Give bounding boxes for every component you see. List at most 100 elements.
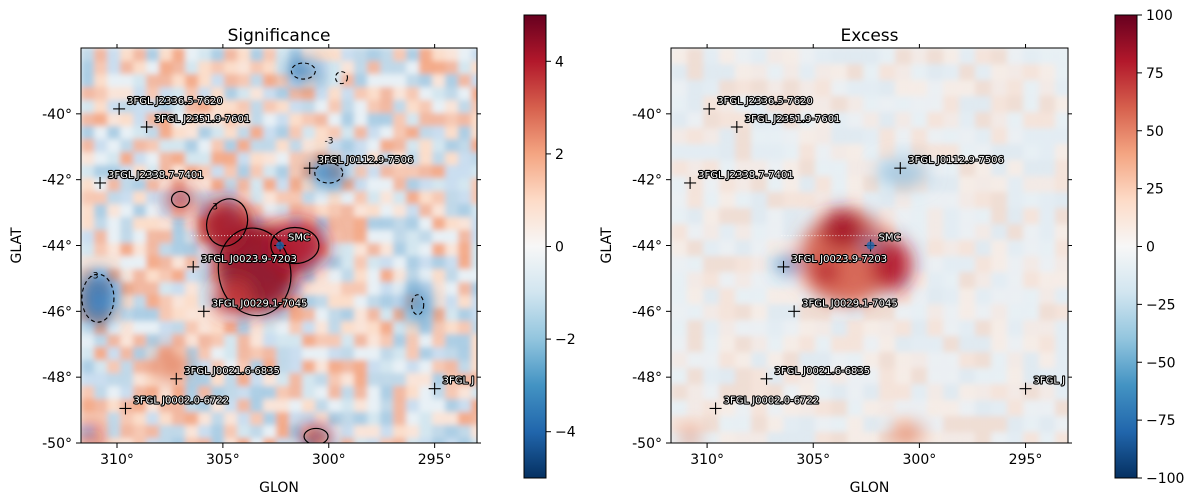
heatmap-pixel — [831, 416, 849, 434]
heatmap-pixel — [146, 139, 161, 154]
heatmap-pixel — [81, 48, 96, 63]
heatmap-pixel — [445, 48, 460, 63]
heatmap-pixel — [94, 87, 109, 102]
heatmap-pixel — [943, 352, 961, 370]
heatmap-pixel — [81, 256, 96, 271]
heatmap-pixel — [863, 336, 881, 354]
heatmap-pixel — [799, 384, 817, 402]
heatmap-pixel — [393, 425, 408, 440]
heatmap-pixel — [367, 347, 382, 362]
heatmap-pixel — [959, 48, 977, 66]
heatmap-pixel — [767, 96, 785, 114]
heatmap-pixel — [107, 243, 122, 258]
heatmap-pixel — [406, 256, 421, 271]
heatmap-pixel — [863, 192, 881, 210]
heatmap-pixel — [289, 295, 304, 310]
heatmap-pixel — [263, 165, 278, 180]
heatmap-pixel — [959, 368, 977, 386]
heatmap-pixel — [159, 321, 174, 336]
heatmap-pixel — [991, 80, 1009, 98]
heatmap-pixel — [1023, 400, 1041, 418]
heatmap-pixel — [458, 191, 473, 206]
heatmap-pixel — [94, 126, 109, 141]
heatmap-pixel — [879, 112, 897, 130]
heatmap-pixel — [703, 256, 721, 274]
heatmap-pixel — [1023, 416, 1041, 434]
heatmap-pixel — [458, 217, 473, 232]
heatmap-pixel — [432, 230, 447, 245]
heatmap-pixel — [1007, 208, 1025, 226]
heatmap-pixel — [783, 432, 801, 443]
heatmap-pixel — [120, 74, 135, 89]
heatmap-pixel — [159, 230, 174, 245]
heatmap-pixel — [1039, 336, 1057, 354]
heatmap-pixel — [172, 230, 187, 245]
heatmap-pixel — [211, 425, 226, 440]
heatmap-pixel — [341, 243, 356, 258]
heatmap-pixel — [159, 269, 174, 284]
heatmap-pixel — [328, 217, 343, 232]
heatmap-pixel — [751, 224, 769, 242]
heatmap-pixel — [445, 113, 460, 128]
colorbar-tick-label: −75 — [1146, 413, 1176, 429]
heatmap-pixel — [687, 272, 705, 290]
heatmap-pixel — [159, 126, 174, 141]
heatmap-pixel — [975, 128, 993, 146]
heatmap-pixel — [211, 139, 226, 154]
heatmap-pixel — [419, 113, 434, 128]
heatmap-pixel — [354, 347, 369, 362]
heatmap-pixel — [687, 352, 705, 370]
heatmap-pixel — [289, 113, 304, 128]
heatmap-pixel — [975, 432, 993, 443]
heatmap-pixel — [237, 438, 252, 443]
heatmap-pixel — [432, 321, 447, 336]
heatmap-pixel — [1055, 160, 1068, 178]
heatmap-pixel — [133, 48, 148, 63]
heatmap-pixel — [211, 399, 226, 414]
heatmap-pixel — [751, 256, 769, 274]
heatmap-pixel — [783, 400, 801, 418]
x-axis-label: GLON — [850, 480, 890, 496]
heatmap-pixel — [751, 240, 769, 258]
heatmap-pixel — [133, 438, 148, 443]
heatmap-pixel — [328, 61, 343, 76]
heatmap-pixel — [419, 399, 434, 414]
heatmap-pixel — [815, 64, 833, 82]
heatmap-pixel — [185, 152, 200, 167]
heatmap-pixel — [198, 386, 213, 401]
source-label: 3FGL J0023.9-7203 — [792, 254, 888, 265]
heatmap-pixel — [751, 400, 769, 418]
heatmap-pixel — [671, 416, 689, 434]
source-label-halo: 3FGL J0112.9-7506 — [908, 155, 1004, 166]
heatmap-pixel — [393, 256, 408, 271]
heatmap-pixel — [354, 61, 369, 76]
y-tick-label: -48° — [42, 370, 72, 386]
heatmap-pixel — [94, 347, 109, 362]
heatmap-pixel — [719, 416, 737, 434]
heatmap-pixel — [393, 61, 408, 76]
smc-marker-dot — [276, 241, 285, 250]
heatmap-pixel — [159, 282, 174, 297]
heatmap-pixel — [783, 320, 801, 338]
heatmap-pixel — [943, 160, 961, 178]
heatmap-pixel — [146, 178, 161, 193]
heatmap-pixel — [863, 176, 881, 194]
heatmap-pixel — [719, 320, 737, 338]
heatmap-pixel — [81, 412, 96, 427]
heatmap-pixel — [120, 113, 135, 128]
heatmap-pixel — [1007, 176, 1025, 194]
heatmap-pixel — [354, 126, 369, 141]
heatmap-pixel — [94, 334, 109, 349]
heatmap-pixel — [1039, 368, 1057, 386]
heatmap-pixel — [107, 178, 122, 193]
heatmap-pixel — [799, 416, 817, 434]
heatmap-pixel — [458, 256, 473, 271]
heatmap-pixel — [927, 144, 945, 162]
heatmap-pixel — [975, 416, 993, 434]
heatmap-pixel — [328, 256, 343, 271]
heatmap-feature — [888, 423, 925, 443]
heatmap-pixel — [879, 320, 897, 338]
heatmap-pixel — [1007, 400, 1025, 418]
heatmap-pixel — [735, 384, 753, 402]
